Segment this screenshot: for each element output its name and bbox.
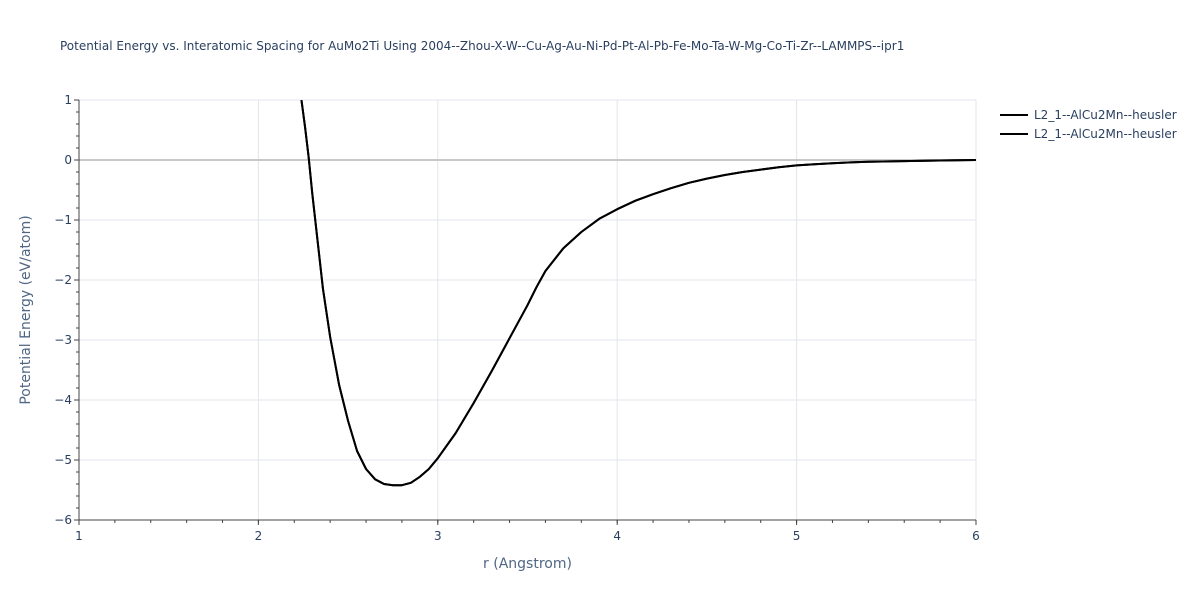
- series-line-2: [300, 100, 976, 487]
- x-axis-label: r (Angstrom): [483, 556, 572, 572]
- grid: [79, 99, 977, 520]
- axes: [78, 100, 976, 521]
- y-tick-label: −3: [54, 333, 72, 347]
- x-ticks: 1 2 3 4 5 6: [75, 520, 980, 543]
- chart-title: Potential Energy vs. Interatomic Spacing…: [60, 39, 904, 53]
- y-tick-label: −2: [54, 273, 72, 287]
- series-line-1: [300, 100, 976, 487]
- x-tick-label: 5: [793, 529, 801, 543]
- x-tick-label: 2: [255, 529, 263, 543]
- x-tick-label: 6: [972, 529, 980, 543]
- y-tick-label: −1: [54, 213, 72, 227]
- y-tick-label: −4: [54, 393, 72, 407]
- y-axis-label: Potential Energy (eV/atom): [18, 215, 34, 404]
- legend: L2_1--AlCu2Mn--heusler L2_1--AlCu2Mn--heu…: [1000, 108, 1177, 141]
- y-tick-label: 1: [64, 93, 72, 107]
- x-tick-label: 4: [613, 529, 621, 543]
- x-tick-label: 1: [75, 529, 83, 543]
- legend-label-1: L2_1--AlCu2Mn--heusler: [1034, 108, 1177, 122]
- y-tick-label: −6: [54, 513, 72, 527]
- y-ticks: 1 0 −1 −2 −3 −4 −5 −6: [54, 93, 79, 527]
- series-lines: [300, 100, 976, 487]
- x-tick-label: 3: [434, 529, 442, 543]
- legend-label-2: L2_1--AlCu2Mn--heusler: [1034, 127, 1177, 141]
- y-tick-label: 0: [64, 153, 72, 167]
- y-tick-label: −5: [54, 453, 72, 467]
